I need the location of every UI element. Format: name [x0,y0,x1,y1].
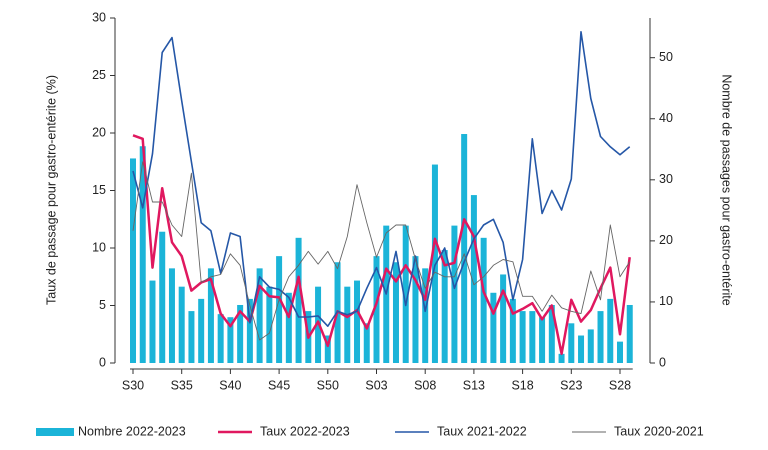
x-tick-label: S30 [122,378,144,392]
bar [568,323,575,363]
y2-tick-label: 30 [659,172,673,186]
bar [597,311,604,363]
bar [461,134,468,363]
legend-label: Taux 2022-2023 [260,424,350,438]
bar [168,268,175,363]
bar [392,262,399,363]
y-tick-label: 15 [92,183,106,197]
bar [266,286,273,363]
x-tick-label: S13 [463,378,485,392]
legend-label: Taux 2021-2022 [437,424,527,438]
bar [354,280,361,363]
x-tick-label: S35 [171,378,193,392]
y-tick-label: 10 [92,240,106,254]
bar [207,268,214,363]
bar [285,292,292,363]
x-tick-label: S50 [317,378,339,392]
bar [363,323,370,363]
y2-axis-label: Nombre de passages pour gastro-entérite [720,74,734,305]
bar [626,304,633,363]
bar [188,311,195,363]
bar [548,304,555,363]
bar [237,304,244,363]
bar [412,256,419,363]
bar [441,250,448,363]
legend-label: Nombre 2022-2023 [78,424,186,438]
bar [246,298,253,363]
bar [159,231,166,363]
bar [470,195,477,363]
y-axis-label: Taux de passage pour gastro-entérite (%) [44,75,58,305]
y-tick-label: 25 [92,68,106,82]
line-series [132,161,631,341]
y2-tick-label: 40 [659,111,673,125]
x-tick-label: S45 [268,378,290,392]
bar [217,314,224,363]
x-tick-label: S28 [609,378,631,392]
bar [139,146,146,363]
bar [373,256,380,363]
legend-label: Taux 2020-2021 [614,424,704,438]
x-tick-label: S18 [511,378,533,392]
bar [529,311,536,363]
bar [480,237,487,363]
bar [295,237,302,363]
bar [451,225,458,363]
x-tick-label: S23 [560,378,582,392]
bar [578,335,585,363]
legend-swatch [36,428,74,436]
y2-tick-label: 50 [659,50,673,64]
bar [344,286,351,363]
bar [198,298,205,363]
y-tick-label: 20 [92,125,106,139]
bar [276,256,283,363]
y2-tick-label: 0 [659,355,666,369]
x-tick-label: S08 [414,378,436,392]
y-tick-label: 30 [92,10,106,24]
bar [500,274,507,363]
x-tick-label: S40 [219,378,241,392]
bar [178,286,185,363]
bar [149,280,156,363]
bar [617,341,623,363]
bar [256,268,263,363]
bar [587,329,594,363]
bar [227,317,234,363]
bar [539,317,546,363]
bar [558,353,565,363]
line-series [132,134,631,356]
bar [490,292,497,363]
line-series [132,31,631,327]
bar [324,335,331,363]
bar [509,298,516,363]
x-tick-label: S03 [365,378,387,392]
bar [130,158,136,363]
y-tick-label: 5 [99,298,106,312]
y-tick-label: 0 [99,355,106,369]
bar [519,311,526,363]
bar [607,298,614,363]
y2-tick-label: 10 [659,294,673,308]
bar [402,225,409,363]
y2-tick-label: 20 [659,233,673,247]
bar [422,268,429,363]
